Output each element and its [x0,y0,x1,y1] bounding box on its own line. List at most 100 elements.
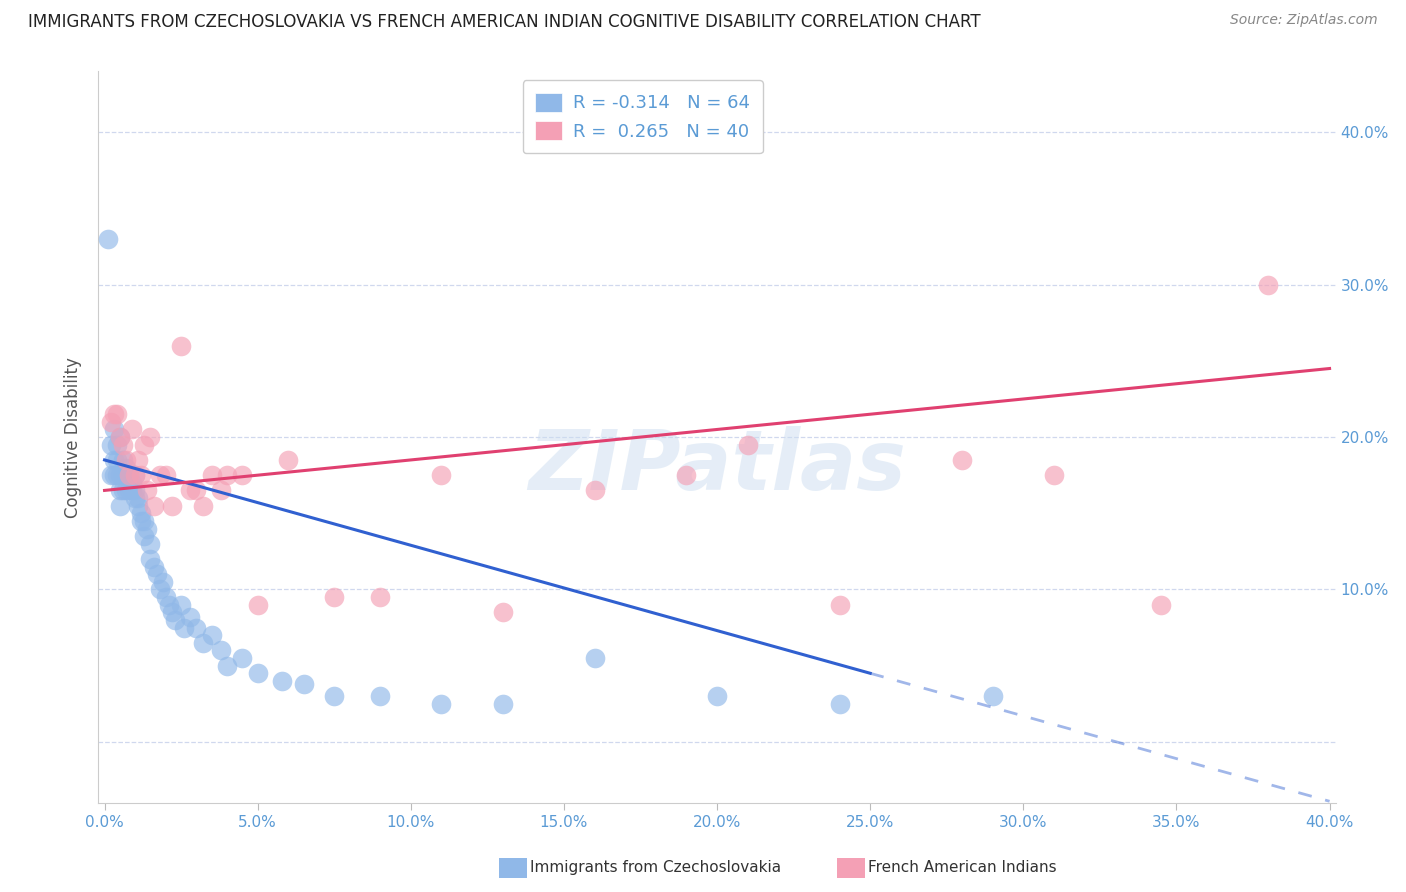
Point [136,521,159,535]
Point [103,453,125,467]
Point [111,468,134,483]
Point [191,636,214,650]
Point [111,438,134,452]
Point [163,613,186,627]
Point [323,590,346,604]
Point [108,468,131,483]
Point [111,453,134,467]
Point [209,483,232,498]
Point [115,453,138,467]
Point [121,475,143,490]
Point [215,658,238,673]
Point [100,415,122,429]
Point [583,483,606,498]
Point [149,582,172,597]
Point [430,468,453,483]
Text: ZIPatlas: ZIPatlas [529,425,905,507]
Point [191,499,214,513]
Point [108,430,131,444]
Point [100,438,122,452]
Point [129,506,152,520]
Point [950,453,973,467]
Point [981,689,1004,703]
Point [271,673,294,688]
Point [139,552,162,566]
Point [111,483,134,498]
Point [108,430,131,444]
Point [215,468,238,483]
Point [134,514,156,528]
Text: French American Indians: French American Indians [868,860,1056,874]
Point [179,610,201,624]
Point [134,438,156,452]
Point [149,468,172,483]
Point [139,430,162,444]
Point [737,438,759,452]
Point [152,574,174,589]
Point [246,598,269,612]
Point [105,438,128,452]
Point [155,468,177,483]
Text: IMMIGRANTS FROM CZECHOSLOVAKIA VS FRENCH AMERICAN INDIAN COGNITIVE DISABILITY CO: IMMIGRANTS FROM CZECHOSLOVAKIA VS FRENCH… [28,13,981,31]
Point [675,468,697,483]
Point [121,483,143,498]
Y-axis label: Cognitive Disability: Cognitive Disability [65,357,83,517]
Point [105,407,128,421]
Point [160,605,183,619]
Point [103,407,125,421]
Point [1043,468,1066,483]
Point [492,605,515,619]
Point [179,483,201,498]
Point [118,468,141,483]
Point [323,689,346,703]
Point [706,689,728,703]
Point [115,460,138,475]
Point [828,697,851,711]
Text: Immigrants from Czechoslovakia: Immigrants from Czechoslovakia [530,860,782,874]
Point [246,666,269,681]
Point [129,468,152,483]
Point [108,483,131,498]
Point [115,468,138,483]
Point [127,499,149,513]
Point [186,621,208,635]
Point [231,468,253,483]
Point [136,483,159,498]
Point [277,453,299,467]
Point [1257,277,1279,292]
Point [127,453,149,467]
Point [155,590,177,604]
Point [129,514,152,528]
Point [124,468,146,483]
Point [105,453,128,467]
Point [1150,598,1173,612]
Point [103,468,125,483]
Point [492,697,515,711]
Point [583,651,606,665]
Point [828,598,851,612]
Text: Source: ZipAtlas.com: Source: ZipAtlas.com [1230,13,1378,28]
Point [186,483,208,498]
Point [368,689,391,703]
Point [124,483,146,498]
Point [139,537,162,551]
Point [118,468,141,483]
Point [173,621,195,635]
Point [121,422,143,436]
Point [118,483,141,498]
Point [105,468,128,483]
Point [115,483,138,498]
Point [292,677,315,691]
Point [157,598,180,612]
Point [209,643,232,657]
Point [201,628,224,642]
Point [108,499,131,513]
Point [430,697,453,711]
Point [368,590,391,604]
Point [97,232,120,246]
Point [170,598,193,612]
Point [160,499,183,513]
Point [134,529,156,543]
Point [170,338,193,352]
Point [231,651,253,665]
